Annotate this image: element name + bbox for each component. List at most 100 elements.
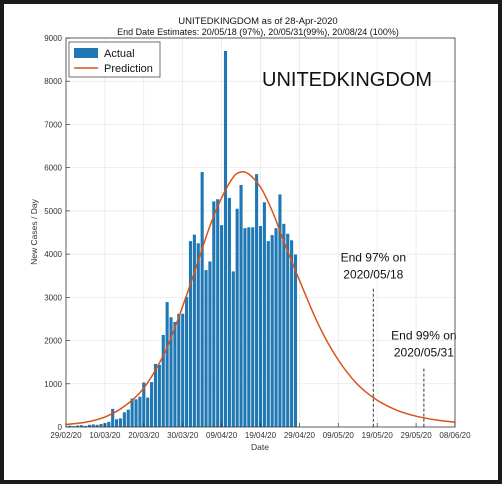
y-tick-label: 6000 — [44, 164, 62, 173]
chart-legend: Actual Prediction — [68, 41, 161, 78]
bar — [107, 421, 111, 427]
bar — [68, 425, 72, 427]
bar — [251, 227, 255, 427]
bar — [177, 313, 181, 427]
bar — [111, 408, 115, 427]
bar — [126, 409, 130, 427]
bar — [200, 171, 204, 427]
bar — [118, 418, 123, 427]
prediction-line — [65, 171, 456, 426]
bar — [80, 425, 84, 427]
bar — [282, 223, 286, 427]
bar — [262, 202, 266, 427]
bar — [223, 50, 228, 427]
bar — [188, 241, 193, 427]
bar — [208, 261, 212, 427]
bar — [278, 194, 282, 427]
bar — [72, 426, 76, 427]
bar — [87, 424, 91, 427]
bar — [165, 302, 169, 427]
bar — [134, 399, 138, 427]
x-tick-label: 09/04/20 — [206, 431, 238, 440]
y-tick-label: 4000 — [44, 250, 62, 259]
bar — [239, 184, 243, 427]
bar — [157, 364, 161, 427]
bar — [266, 241, 270, 427]
x-tick-label: 09/05/20 — [323, 431, 355, 440]
y-tick-label: 1000 — [44, 380, 62, 389]
bar — [138, 396, 142, 427]
y-tick-label: 0 — [58, 423, 63, 432]
x-tick-label: 30/03/20 — [167, 431, 199, 440]
bar — [185, 296, 189, 427]
bar — [227, 197, 231, 427]
chart-svg: UNITEDKINGDOM as of 28-Apr-2020 End Date… — [29, 16, 471, 452]
y-tick-label: 7000 — [44, 120, 62, 129]
bar — [220, 225, 224, 427]
legend-swatch-actual — [74, 48, 98, 58]
x-axis-ticks: 29/02/20 10/03/20 20/03/20 30/03/20 09/04/20… — [50, 423, 471, 440]
bar — [258, 226, 263, 427]
end-date-label: End 99% on — [391, 329, 456, 343]
y-tick-label: 3000 — [44, 293, 62, 302]
chart-figure: UNITEDKINGDOM as of 28-Apr-2020 End Date… — [4, 4, 498, 480]
y-axis-ticks: 0 1000 2000 3000 4000 5000 6000 7000 8000 9000 — [44, 34, 70, 432]
x-tick-label: 10/03/20 — [89, 431, 121, 440]
bar — [286, 233, 290, 427]
bar — [270, 235, 274, 427]
bar — [181, 313, 185, 427]
x-tick-label: 29/04/20 — [284, 431, 316, 440]
bar — [216, 199, 220, 427]
end-date-annotations: End 97% on 2020/05/18 End 99% on 2020/05/31 — [341, 251, 457, 427]
legend-label-actual: Actual — [104, 48, 135, 60]
x-tick-label: 08/06/20 — [439, 431, 471, 440]
end-date-label: 2020/05/18 — [343, 268, 403, 282]
bar — [130, 398, 134, 427]
chart-subtitle: End Date Estimates: 20/05/18 (97%), 20/0… — [117, 27, 399, 37]
bar — [255, 174, 259, 427]
x-tick-label: 29/02/20 — [50, 431, 82, 440]
y-tick-label: 2000 — [44, 337, 62, 346]
bar — [192, 234, 196, 427]
x-tick-label: 19/04/20 — [245, 431, 277, 440]
x-tick-label: 19/05/20 — [362, 431, 394, 440]
bar — [95, 424, 99, 427]
end-date-label: 2020/05/31 — [394, 346, 454, 360]
bar — [83, 425, 88, 427]
bar — [290, 240, 294, 427]
x-tick-label: 29/05/20 — [401, 431, 433, 440]
bar — [196, 243, 200, 427]
bar-series-actual — [68, 50, 298, 427]
y-tick-label: 5000 — [44, 207, 62, 216]
y-tick-label: 8000 — [44, 77, 62, 86]
bar — [142, 382, 146, 427]
y-axis-label: New Cases / Day — [29, 198, 39, 264]
x-axis-label: Date — [251, 442, 269, 452]
bar — [146, 397, 150, 427]
x-tick-label: 20/03/20 — [128, 431, 160, 440]
bar — [169, 317, 173, 427]
bar — [99, 423, 103, 427]
bar — [243, 228, 247, 427]
bar — [235, 208, 239, 427]
country-big-label: UNITEDKINGDOM — [262, 69, 432, 91]
bar — [76, 425, 80, 427]
bar — [212, 201, 216, 427]
bar — [173, 321, 177, 427]
bar — [231, 271, 235, 427]
bar — [122, 412, 126, 427]
bar — [247, 227, 251, 427]
bar — [293, 254, 298, 427]
legend-label-prediction: Prediction — [104, 63, 153, 75]
bar — [161, 334, 165, 427]
bar — [115, 419, 119, 427]
bar — [204, 270, 208, 427]
bar — [274, 228, 278, 427]
y-tick-label: 9000 — [44, 34, 62, 43]
bar — [91, 424, 95, 427]
end-date-label: End 97% on — [341, 251, 406, 265]
legend-box — [68, 41, 161, 78]
bar — [153, 363, 158, 427]
bar — [150, 382, 154, 427]
chart-title: UNITEDKINGDOM as of 28-Apr-2020 — [178, 16, 337, 27]
